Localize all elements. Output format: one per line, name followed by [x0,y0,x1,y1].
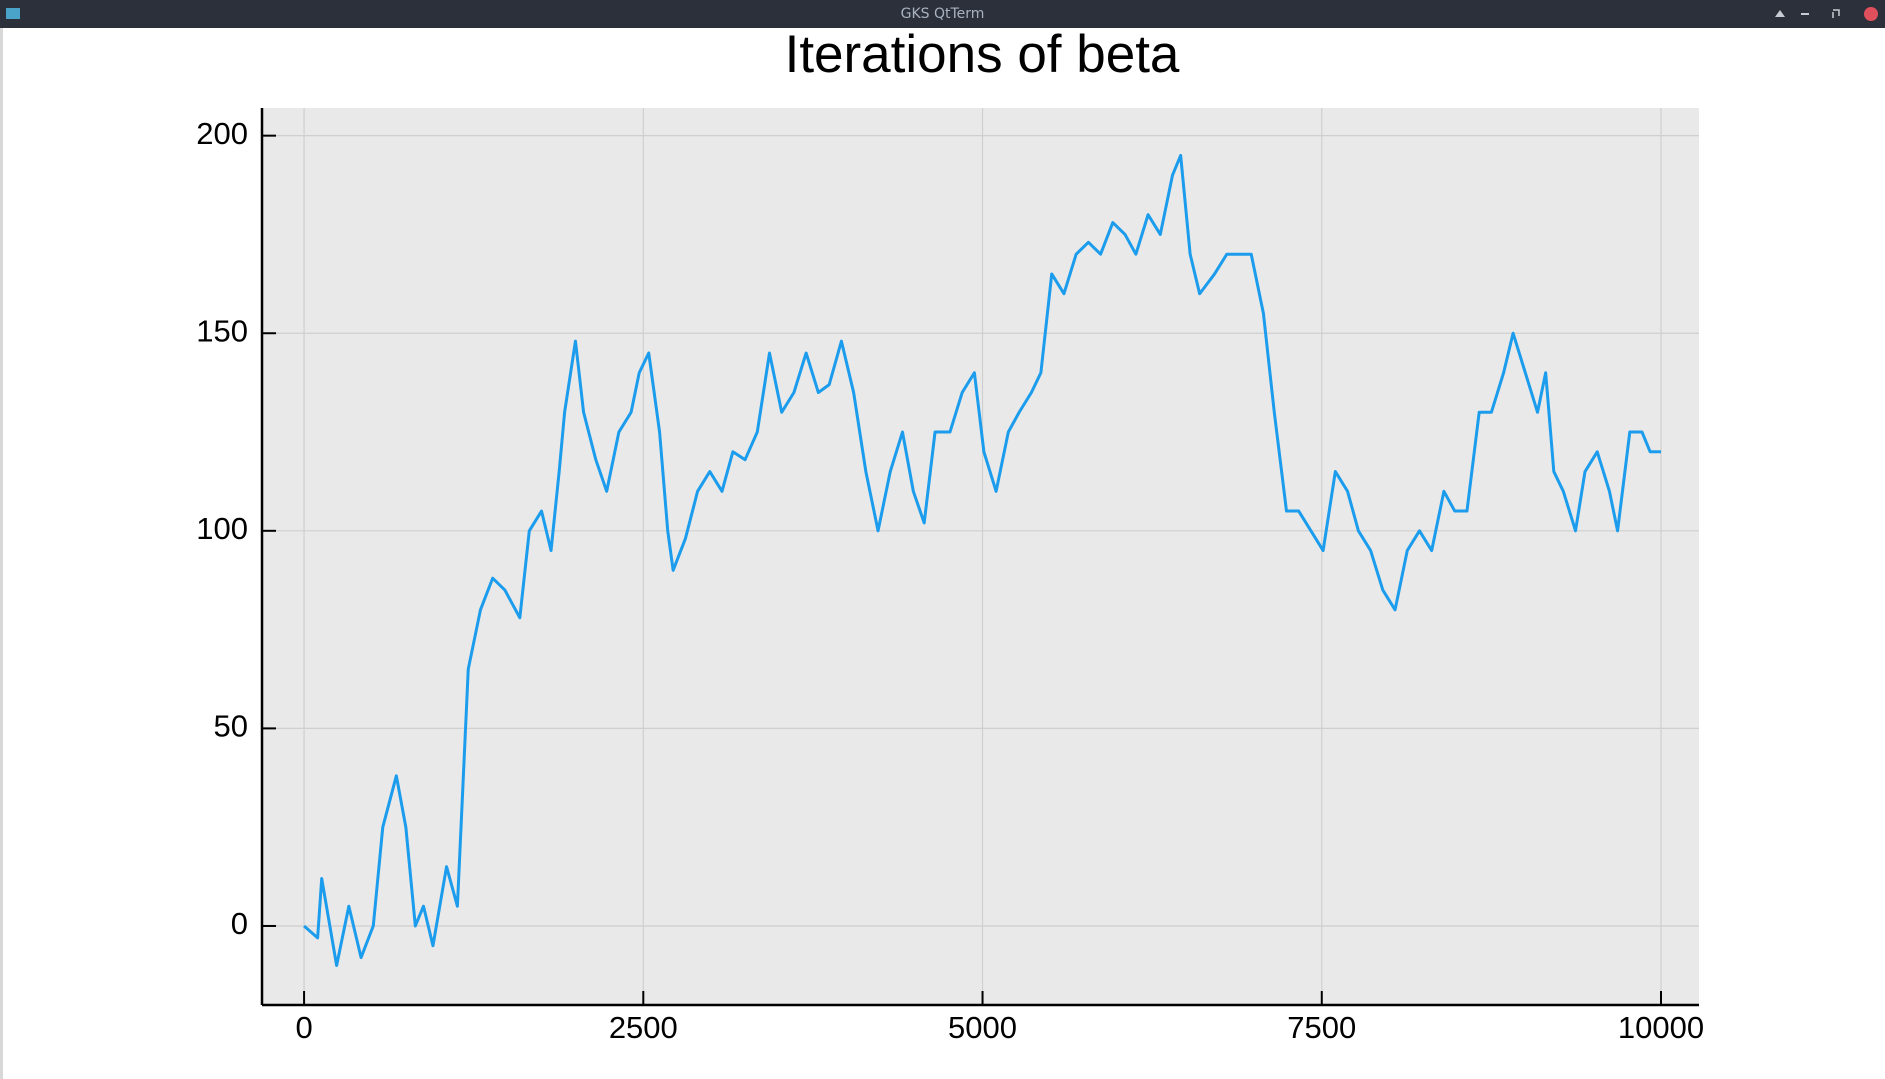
close-button[interactable] [1864,7,1878,21]
x-tick-label: 0 [295,1010,312,1045]
y-tick-label: 50 [214,709,248,744]
y-tick-label: 200 [196,116,248,151]
window-titlebar: GKS QtTerm [0,0,1885,28]
shade-button[interactable] [1775,10,1785,17]
x-tick-label: 7500 [1287,1010,1356,1045]
x-tick-label: 5000 [948,1010,1017,1045]
y-tick-label: 0 [231,906,248,941]
plot-area [262,108,1699,1005]
y-tick-label: 100 [196,511,248,546]
titlebar-icons [6,7,1878,21]
x-tick-label: 2500 [609,1010,678,1045]
y-tick-label: 150 [196,313,248,348]
maximize-button[interactable] [1832,9,1840,18]
window-border [0,28,3,1079]
chart-title: Iterations of beta [785,25,1180,84]
app-icon [6,8,20,19]
x-tick-label: 10000 [1618,1010,1704,1045]
data-line [303,153,1662,967]
window-title: GKS QtTerm [900,6,985,22]
